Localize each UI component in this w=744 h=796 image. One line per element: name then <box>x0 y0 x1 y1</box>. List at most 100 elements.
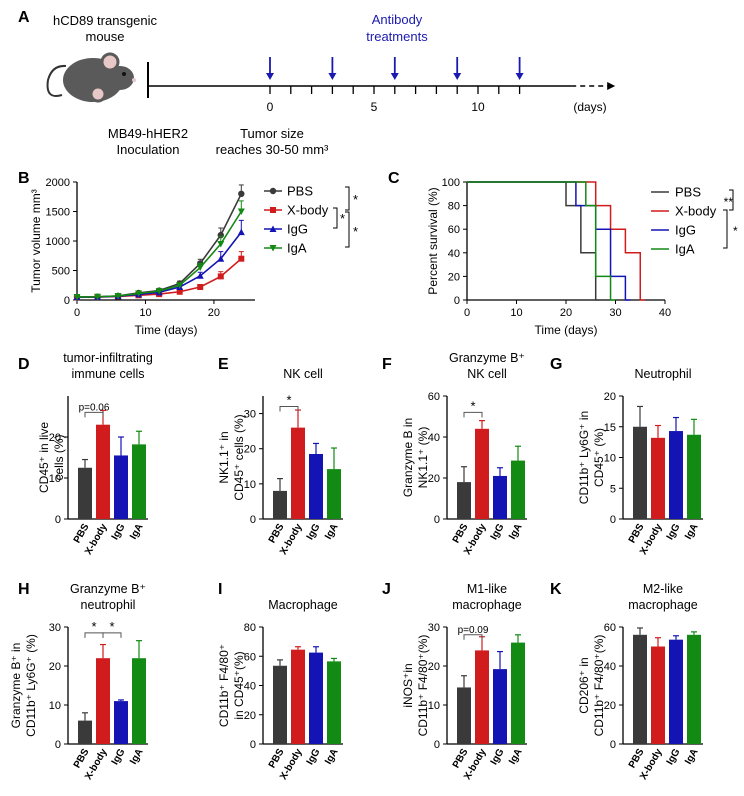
y-axis-label: CD45⁺ in live <box>37 422 51 493</box>
y-tick-label: 10 <box>49 700 61 712</box>
y-tick-label: 0 <box>610 739 616 751</box>
bar-PBS <box>633 426 647 519</box>
inoculation-label: MB49-hHER2 <box>108 126 188 141</box>
chart-title: macrophage <box>452 598 522 612</box>
sig-bracket <box>345 211 350 248</box>
bar-IgA <box>132 444 146 519</box>
chart-title: NK cell <box>283 367 323 381</box>
category-label: IgG <box>489 747 507 767</box>
x-tick-label: 10 <box>510 307 522 319</box>
chart-title: macrophage <box>628 598 698 612</box>
series-line-IgA <box>76 211 242 298</box>
y-axis-label: in CD45⁺(%) <box>232 651 246 719</box>
y-tick-label: 60 <box>244 651 256 663</box>
data-point <box>217 240 225 248</box>
y-tick-label: 0 <box>55 514 61 526</box>
data-point <box>217 255 225 262</box>
data-point <box>94 293 102 301</box>
mouse-icon <box>46 52 136 103</box>
y-tick-label: 20 <box>49 661 61 673</box>
timeline-unit: (days) <box>573 100 606 114</box>
bar-X-body <box>651 437 665 519</box>
y-tick-label: 20 <box>604 391 616 403</box>
x-tick-label: 40 <box>659 307 671 319</box>
bar-PBS <box>273 665 287 744</box>
y-tick-label: 40 <box>428 432 440 444</box>
bar-PBS <box>457 482 471 519</box>
sig-mark: * <box>286 393 291 408</box>
y-tick-label: 20 <box>244 710 256 722</box>
tumor-size-label: reaches 30-50 mm³ <box>216 142 329 157</box>
survival-line-IgG <box>467 181 631 301</box>
y-tick-label: 60 <box>428 391 440 403</box>
y-axis-label: iNOS⁺in <box>401 663 415 707</box>
y-tick-label: 20 <box>448 271 460 283</box>
legend-marker <box>269 225 277 232</box>
panel-letter-G: G <box>550 356 562 373</box>
bar-X-body <box>475 650 489 744</box>
y-tick-label: 500 <box>52 266 70 278</box>
y-tick-label: 80 <box>448 201 460 213</box>
y-tick-label: 2000 <box>46 177 70 189</box>
data-point <box>155 288 163 295</box>
y-axis-label: CD45⁺ (%) <box>592 428 606 487</box>
bar-IgA <box>511 460 525 519</box>
mouse-ear <box>89 85 107 103</box>
y-tick-label: 60 <box>604 622 616 634</box>
bar-X-body <box>96 658 110 744</box>
category-label: IgA <box>128 747 146 766</box>
bar-PBS <box>273 490 287 519</box>
sig-mark: * <box>353 224 358 239</box>
chart-title: Neutrophil <box>635 367 692 381</box>
mouse-label: hCD89 transgenic <box>53 13 158 28</box>
bar-X-body <box>96 424 110 519</box>
sig-bracket <box>333 207 338 229</box>
y-axis-label: NK1.1⁺ in <box>217 431 231 483</box>
x-tick-label: 30 <box>609 307 621 319</box>
sig-bracket <box>723 209 728 249</box>
treatment-arrowhead <box>266 73 274 80</box>
y-tick-label: 0 <box>55 739 61 751</box>
survival-line-IgA <box>467 181 616 301</box>
sig-mark: * <box>340 211 345 226</box>
sig-bracket <box>463 634 483 640</box>
bar-IgG <box>493 475 507 519</box>
y-tick-label: 10 <box>244 479 256 491</box>
panel-letter-I: I <box>218 581 222 598</box>
y-tick-label: 40 <box>604 661 616 673</box>
bar-PBS <box>78 467 92 519</box>
panel-letter-F: F <box>382 356 392 373</box>
mouse-nose <box>132 78 136 82</box>
sig-mark: ** <box>724 195 734 209</box>
bar-X-body <box>291 649 305 744</box>
sig-mark: * <box>470 398 475 413</box>
legend-label-IgA: IgA <box>675 242 695 257</box>
legend-marker <box>269 187 277 195</box>
panel-letter-H: H <box>18 581 30 598</box>
sig-mark: * <box>109 619 114 634</box>
x-axis-label: Time (days) <box>135 323 198 337</box>
bar-IgG <box>493 669 507 744</box>
y-tick-label: 10 <box>604 453 616 465</box>
sig-bracket <box>279 406 299 412</box>
category-label: IgG <box>665 522 683 542</box>
y-tick-label: 40 <box>448 248 460 260</box>
y-tick-label: 20 <box>244 444 256 456</box>
y-axis-label: Granzyme B in <box>401 418 415 497</box>
data-point <box>197 284 204 291</box>
panel-letter-B: B <box>18 170 30 187</box>
timeline-tick-label: 5 <box>371 100 378 114</box>
sig-mark: * <box>353 192 358 207</box>
bar-IgA <box>327 661 341 744</box>
category-label: IgA <box>683 522 701 541</box>
bar-IgG <box>309 652 323 744</box>
antibody-label: treatments <box>366 29 428 44</box>
x-tick-label: 20 <box>560 307 572 319</box>
bar-X-body <box>475 428 489 519</box>
data-point <box>237 208 245 215</box>
data-point <box>196 264 204 272</box>
category-label: IgA <box>507 522 525 541</box>
y-axis-label: Granzyme B⁺ in <box>9 643 23 729</box>
